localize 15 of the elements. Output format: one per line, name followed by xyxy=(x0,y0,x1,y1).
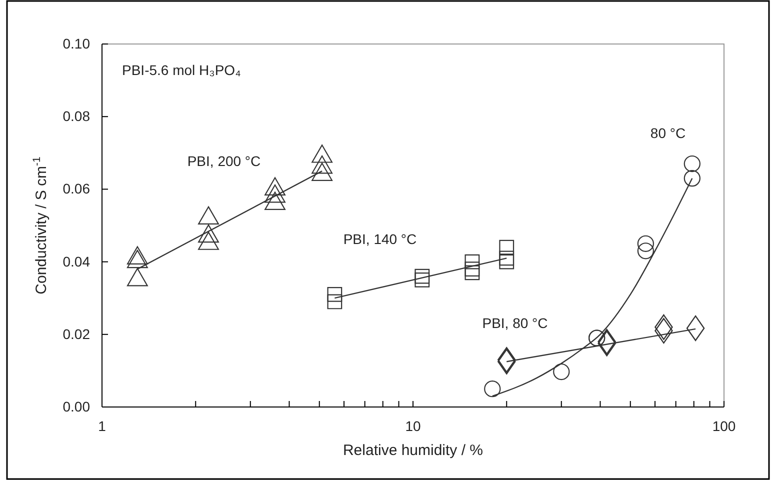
x-axis-title: Relative humidity / % xyxy=(342,442,484,459)
x-tick-label: 1 xyxy=(98,418,106,434)
y-tick-label: 0.06 xyxy=(62,180,90,197)
y-tick-label: 0.02 xyxy=(62,326,90,342)
series-label: PBI, 80 °C xyxy=(482,315,548,331)
annotation: PBI-5.6 mol H₃PO₄ xyxy=(122,62,242,78)
series-label: PBI, 200 °C xyxy=(187,153,261,169)
y-tick-label: 0.04 xyxy=(62,253,90,270)
y-tick-label: 0.00 xyxy=(62,398,90,414)
x-tick-label: 10 xyxy=(405,418,421,434)
x-tick-label: 100 xyxy=(712,418,736,434)
series-label: PBI, 140 °C xyxy=(343,231,417,247)
y-tick-label: 0.10 xyxy=(62,35,90,52)
series-label: 80 °C xyxy=(650,125,686,141)
y-tick-label: 0.08 xyxy=(62,108,90,124)
